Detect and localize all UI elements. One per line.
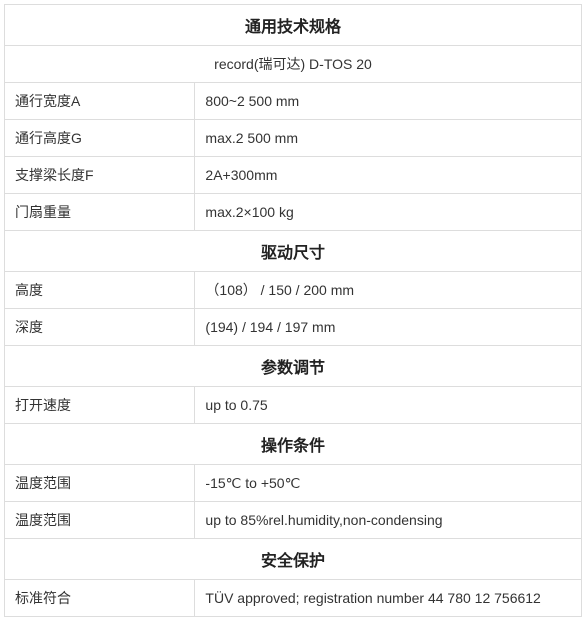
- section-header: 操作条件: [5, 424, 582, 465]
- section-header: 安全保护: [5, 539, 582, 580]
- table-row: 门扇重量max.2×100 kg: [5, 194, 582, 231]
- spec-label: 温度范围: [5, 502, 195, 539]
- spec-label: 通行高度G: [5, 120, 195, 157]
- spec-table-body: 通用技术规格record(瑞可达) D-TOS 20通行宽度A800~2 500…: [5, 5, 582, 617]
- spec-label: 门扇重量: [5, 194, 195, 231]
- spec-label: 标准符合: [5, 580, 195, 617]
- table-row: 支撑梁长度F2A+300mm: [5, 157, 582, 194]
- spec-value: up to 0.75: [195, 387, 582, 424]
- spec-label: 深度: [5, 309, 195, 346]
- spec-value: 800~2 500 mm: [195, 83, 582, 120]
- spec-value: （108） / 150 / 200 mm: [195, 272, 582, 309]
- spec-value: max.2 500 mm: [195, 120, 582, 157]
- spec-label: 高度: [5, 272, 195, 309]
- spec-value: TÜV approved; registration number 44 780…: [195, 580, 582, 617]
- table-row: 深度(194) / 194 / 197 mm: [5, 309, 582, 346]
- spec-value: up to 85%rel.humidity,non-condensing: [195, 502, 582, 539]
- spec-label: 温度范围: [5, 465, 195, 502]
- table-row: 通行宽度A800~2 500 mm: [5, 83, 582, 120]
- spec-value: 2A+300mm: [195, 157, 582, 194]
- table-row: 打开速度up to 0.75: [5, 387, 582, 424]
- table-row: 通行高度Gmax.2 500 mm: [5, 120, 582, 157]
- spec-value: (194) / 194 / 197 mm: [195, 309, 582, 346]
- table-row: 温度范围-15℃ to +50℃: [5, 465, 582, 502]
- table-row: 高度（108） / 150 / 200 mm: [5, 272, 582, 309]
- section-header: 参数调节: [5, 346, 582, 387]
- table-row: 标准符合TÜV approved; registration number 44…: [5, 580, 582, 617]
- spec-label: 支撑梁长度F: [5, 157, 195, 194]
- spec-value: -15℃ to +50℃: [195, 465, 582, 502]
- section-subtitle: record(瑞可达) D-TOS 20: [5, 46, 582, 83]
- spec-label: 通行宽度A: [5, 83, 195, 120]
- spec-label: 打开速度: [5, 387, 195, 424]
- table-row: 温度范围up to 85%rel.humidity,non-condensing: [5, 502, 582, 539]
- section-header: 驱动尺寸: [5, 231, 582, 272]
- spec-table: 通用技术规格record(瑞可达) D-TOS 20通行宽度A800~2 500…: [4, 4, 582, 617]
- section-header: 通用技术规格: [5, 5, 582, 46]
- spec-value: max.2×100 kg: [195, 194, 582, 231]
